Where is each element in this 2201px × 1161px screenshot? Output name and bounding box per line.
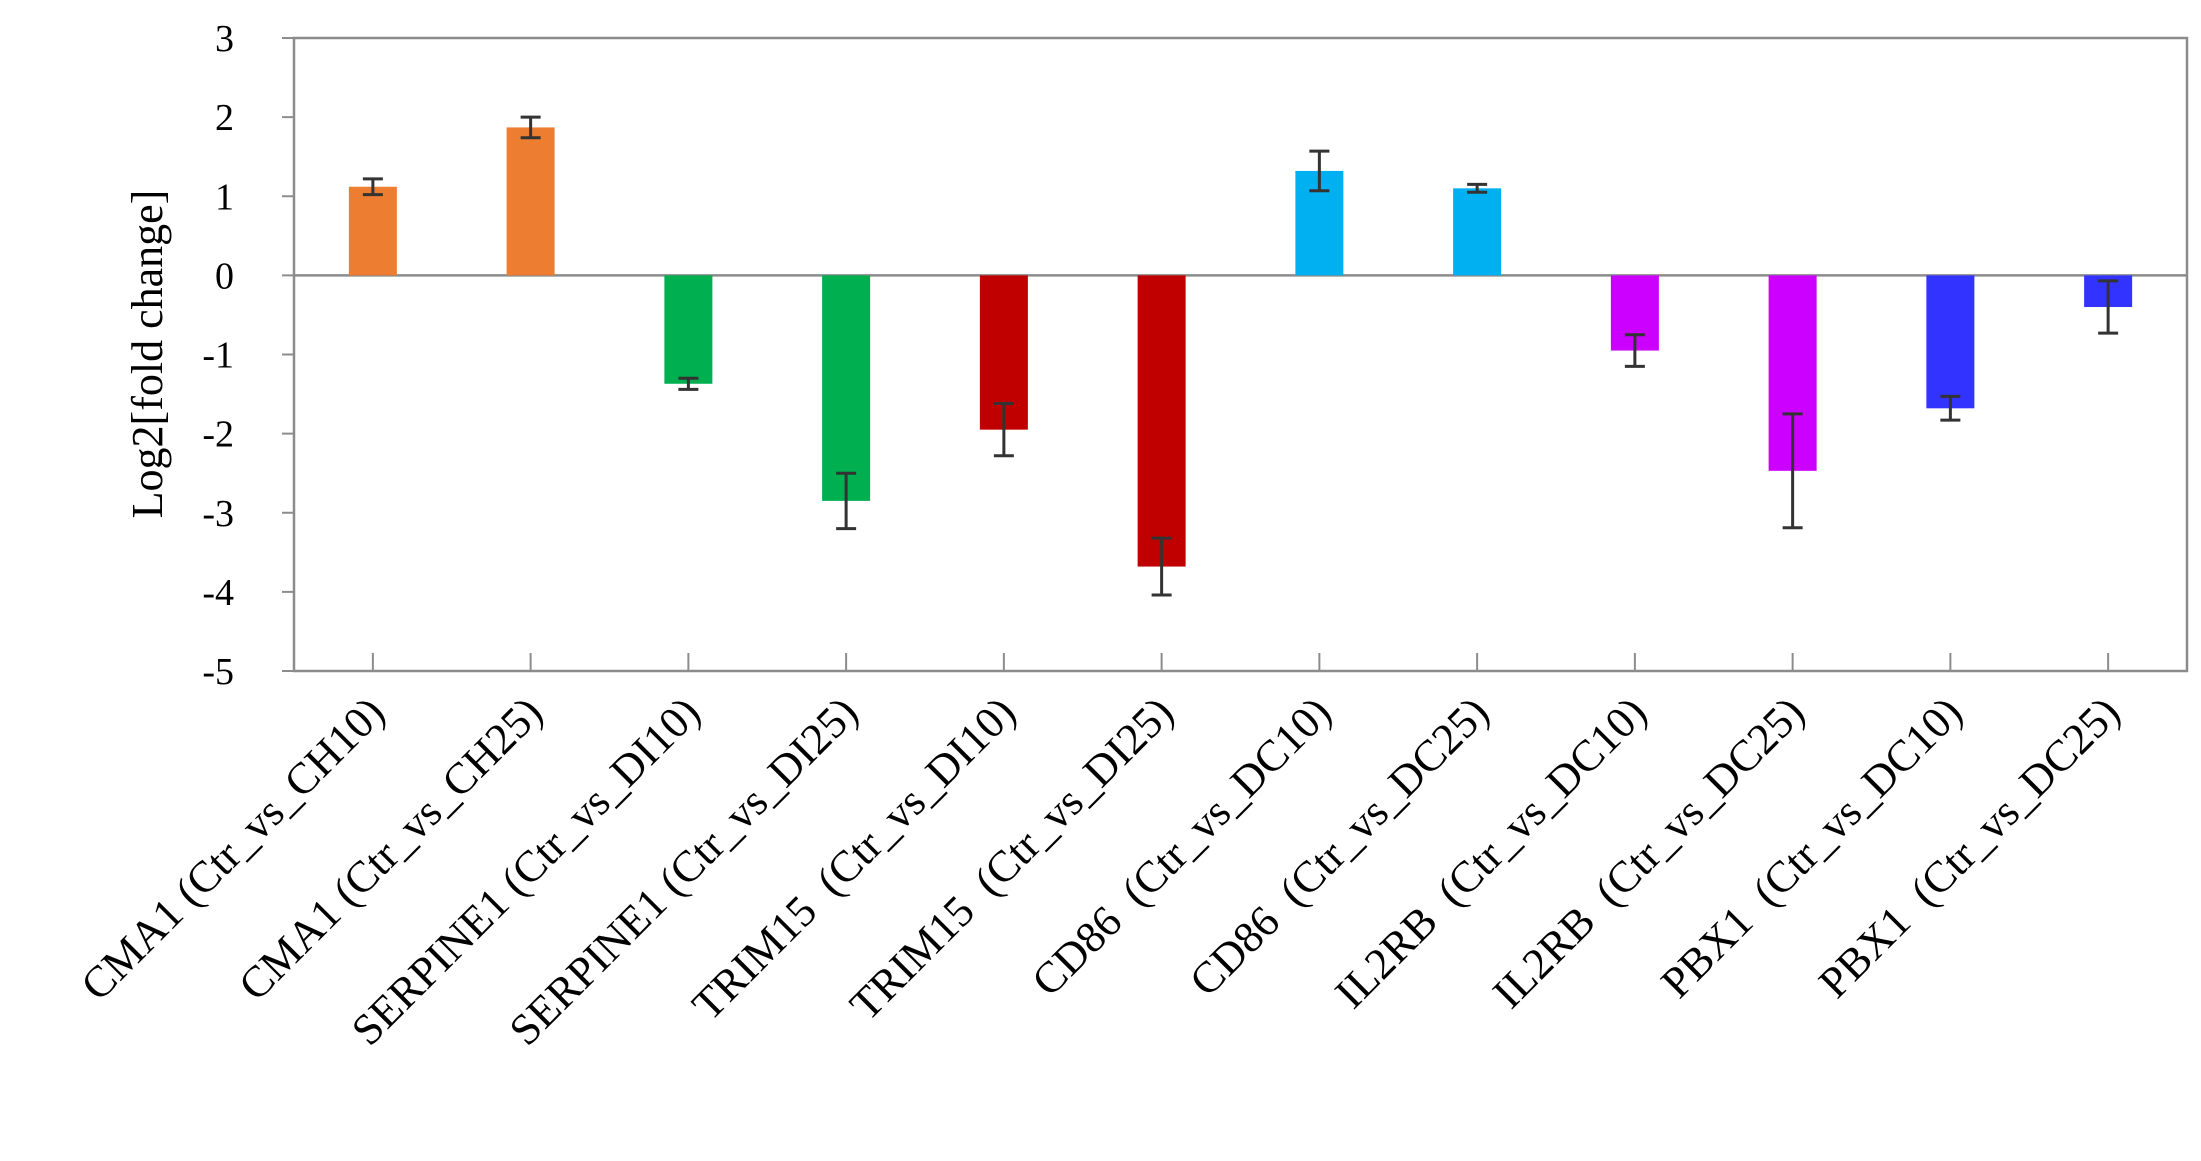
plot-area [292, 36, 2189, 673]
bar [1926, 275, 1975, 409]
bar [1137, 275, 1186, 567]
x-category-label: CMA1 (Ctr_vs_CH25) [229, 687, 551, 1009]
y-tick-label: -4 [202, 572, 234, 614]
y-tick-label: -3 [202, 493, 234, 535]
x-category-label: CMA1 (Ctr_vs_CH10) [71, 687, 393, 1009]
y-tick-label: 1 [215, 176, 234, 218]
bar [664, 275, 713, 384]
y-tick-label: 3 [215, 18, 234, 60]
x-category-label: TRIM15 (Ctr_vs_DI25) [840, 687, 1182, 1029]
y-axis-title: Log2[fold change] [123, 190, 172, 519]
x-category-label: CD86 (Ctr_vs_DC10) [1022, 687, 1340, 1005]
y-tick-label: -1 [202, 335, 234, 377]
bar [822, 275, 871, 501]
y-tick-label: 0 [215, 255, 234, 297]
y-tick-label: -5 [202, 651, 234, 693]
bar [1453, 188, 1502, 276]
x-category-label: IL2RB (Ctr_vs_DC25) [1483, 687, 1813, 1017]
x-category-label: CD86 (Ctr_vs_DC25) [1180, 687, 1498, 1005]
y-tick-label: -2 [202, 414, 234, 456]
y-tick-label: 2 [215, 97, 234, 139]
x-category-label: PBX1 (Ctr_vs_DC25) [1809, 687, 2129, 1007]
x-category-label: TRIM15 (Ctr_vs_DI10) [683, 687, 1025, 1029]
bar [348, 186, 397, 276]
bar [506, 127, 555, 276]
x-category-label: PBX1 (Ctr_vs_DC10) [1652, 687, 1972, 1007]
x-category-label: IL2RB (Ctr_vs_DC10) [1326, 687, 1656, 1017]
